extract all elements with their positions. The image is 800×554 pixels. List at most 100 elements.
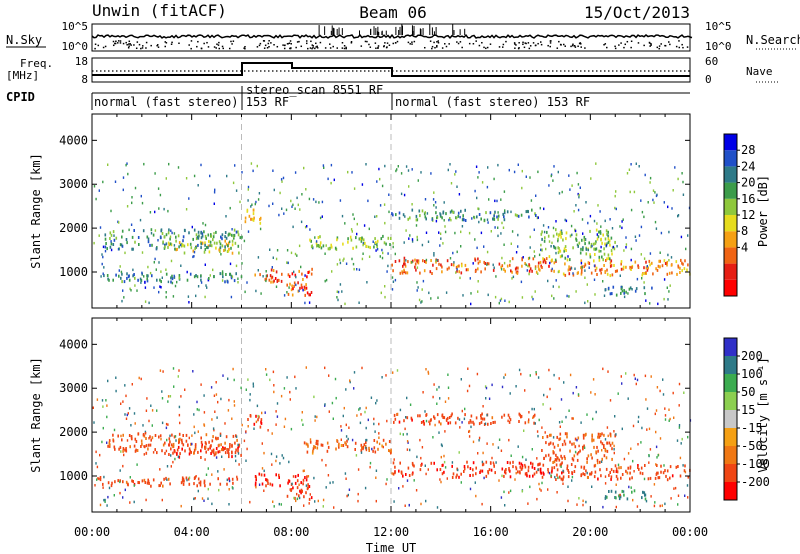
cpid-strip: CPID normal (fast stereo) 153 RF stereo_… [6,83,690,110]
colorbar-swatch [724,356,737,374]
echo-region [254,472,281,488]
noise-tick-left-high: 10^5 [62,20,89,33]
echo-region [103,272,243,284]
colorbar-swatch [724,182,737,199]
echo-region [104,228,243,251]
freq-unit-label: [MHz] [6,69,39,82]
velocity-colorbar-label: Velocity [m s⁻¹] [756,357,770,473]
echo-region [309,234,392,251]
echo-region [553,258,691,278]
x-tick-label: 00:00 [672,525,708,539]
colorbar-swatch [724,464,737,482]
colorbar-tick-label: -15 [741,421,763,435]
colorbar-swatch [724,247,737,264]
echo-region [254,268,283,284]
echo-region [393,412,536,426]
colorbar-swatch [724,482,737,500]
colorbar-tick-label: -200 [741,475,770,489]
freq-tick-high: 18 [75,55,88,68]
colorbar-swatch [724,215,737,232]
x-axis-label: Time UT [366,541,417,554]
cpid-segment-2: stereo_scan 8551 RF [246,83,383,97]
freq-tick-low: 8 [81,73,88,86]
freq-strip: 18 8 60 0 Freq. [MHz] Nave [6,55,778,86]
colorbar-tick-label: 100 [741,367,763,381]
velocity-y-axis-label: Slant Range [km] [29,357,43,473]
colorbar-tick-label: -100 [741,457,770,471]
y-tick-label: 3000 [59,381,88,395]
y-tick-label: 1000 [59,265,88,279]
colorbar-tick-label: 24 [741,159,755,173]
noise-tick-right-low: 10^0 [705,40,732,53]
power-panel: 1000 2000 3000 4000 Slant Range [km] [29,113,691,309]
y-tick-label: 2000 [59,221,88,235]
nsky-label: N.Sky [6,33,42,47]
echo-region [107,432,241,455]
cpid-label: CPID [6,90,35,104]
y-tick-label: 4000 [59,133,88,147]
power-colorbar: Power [dB] 28 24 20 16 12 8 4 [723,133,770,297]
echo-region [391,208,539,223]
nsky-trace [91,33,693,40]
colorbar-swatch [724,428,737,446]
colorbar-tick-label: 15 [741,403,755,417]
colorbar-swatch [724,198,737,215]
echo-region [541,432,617,466]
y-tick-label: 1000 [59,469,88,483]
colorbar-tick-label: 200 [741,349,763,363]
colorbar-swatch [724,392,737,410]
beam-title: Beam 06 [359,3,426,22]
time-axis: 00:00 04:00 08:00 12:00 16:00 20:00 00:00 [74,525,708,539]
colorbar-tick-label: -50 [741,439,763,453]
colorbar-tick-label: 4 [741,240,748,254]
colorbar-swatch [724,263,737,280]
colorbar-swatch [724,374,737,392]
date-title: 15/Oct/2013 [584,3,690,22]
colorbar-tick-label: 12 [741,208,755,222]
x-tick-label: 08:00 [273,525,309,539]
colorbar-swatch [724,231,737,248]
echo-region [604,285,653,297]
y-tick-label: 4000 [59,337,88,351]
cpid-segment-1: normal (fast stereo) 153 RF [94,95,289,109]
x-tick-label: 12:00 [373,525,409,539]
x-tick-label: 04:00 [174,525,210,539]
echo-region [99,476,239,488]
station-title: Unwin (fitACF) [92,1,227,20]
freq-label: Freq. [20,57,53,70]
x-tick-label: 00:00 [74,525,110,539]
colorbar-tick-label: 20 [741,176,755,190]
echo-region [286,473,313,501]
y-tick-label: 3000 [59,177,88,191]
echo-region [553,463,691,482]
noise-tick-left-low: 10^0 [62,40,89,53]
colorbar-tick-label: 8 [741,224,748,238]
colorbar-swatch [724,166,737,183]
x-tick-label: 20:00 [572,525,608,539]
cpid-segment-3: normal (fast stereo) 153 RF [395,95,590,109]
nave-tick-low: 0 [705,73,712,86]
nave-tick-high: 60 [705,55,718,68]
echo-region [286,267,313,297]
colorbar-swatch [724,150,737,167]
colorbar-swatch [724,446,737,464]
noise-tick-right-high: 10^5 [705,20,732,33]
velocity-colorbar: Velocity [m s⁻¹] 200 100 50 15 -15 -50 -100 -20… [723,337,770,501]
echo-region [247,414,263,429]
nave-label: Nave [746,65,773,78]
x-tick-label: 16:00 [473,525,509,539]
colorbar-tick-label: 28 [741,143,755,157]
colorbar-tick-label: 50 [741,385,755,399]
echo-region [604,489,647,501]
nsearch-label: N.Search [746,33,800,47]
colorbar-swatch [724,410,737,428]
echo-region [303,438,392,455]
colorbar-swatch [724,338,737,356]
scatter-echoes [93,162,691,306]
noise-strip: 10^5 10^0 10^5 10^0 N.Sky N.Search [6,20,800,53]
scatter-echoes [92,366,692,509]
y-tick-label: 2000 [59,425,88,439]
echo-region [244,208,262,225]
power-colorbar-label: Power [dB] [756,175,770,247]
